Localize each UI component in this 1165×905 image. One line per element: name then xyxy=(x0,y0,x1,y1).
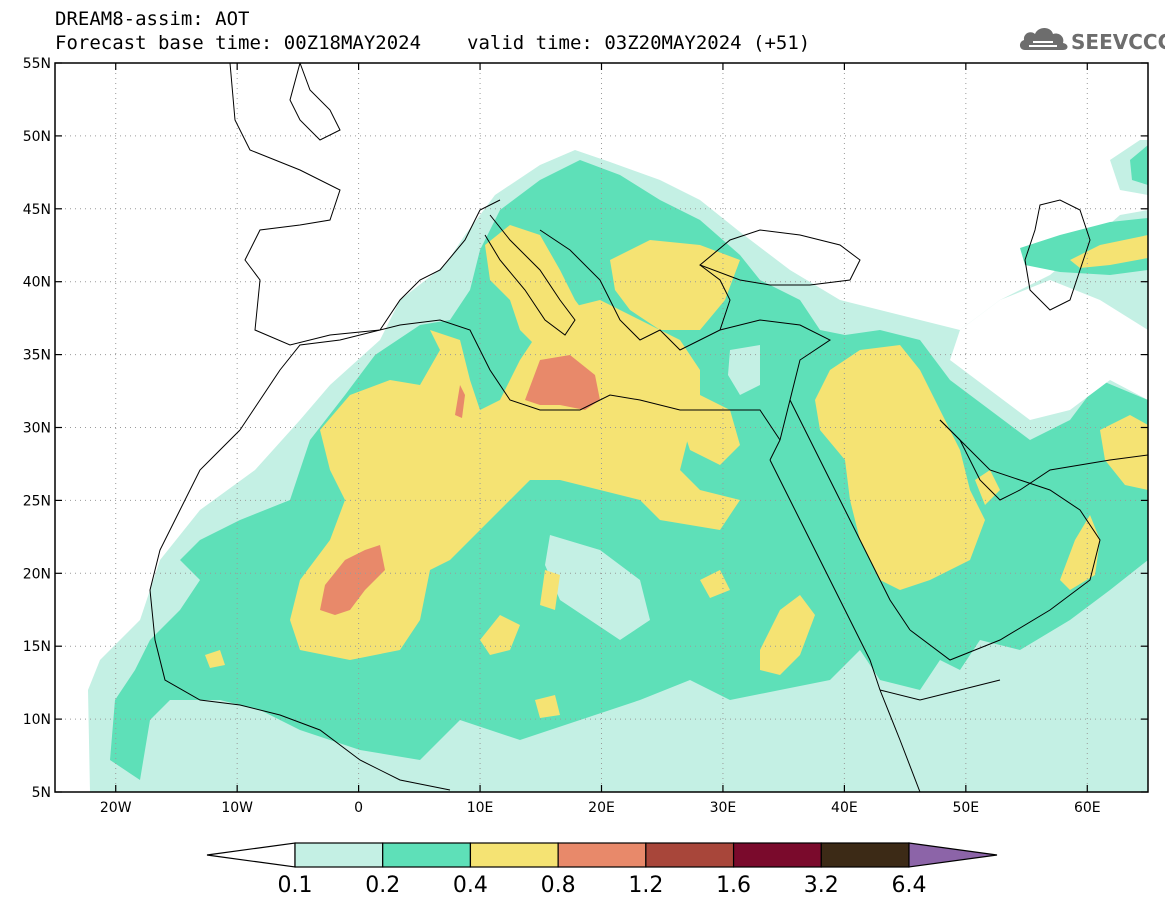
logo-text: SEEVCCC xyxy=(1071,30,1165,54)
coastline-horn-africa xyxy=(879,679,1001,792)
aot-hole-sahel xyxy=(545,535,650,640)
aot-band-0.4-chad xyxy=(480,615,520,655)
colorbar-level-label: 0.4 xyxy=(453,873,488,898)
aot-band-0.4-italy xyxy=(485,225,590,350)
colorbar-level-label: 6.4 xyxy=(892,873,927,898)
coastline-uk xyxy=(289,63,341,141)
coastline-black-sea xyxy=(699,229,861,286)
map-title: DREAM8-assim: AOT xyxy=(55,8,250,30)
coastline-europe-atlantic xyxy=(229,63,501,346)
aot-band-0.4-iran-south xyxy=(1100,415,1148,490)
aot-band-0.8-libya xyxy=(525,355,600,410)
aot-band-0.4-arabia xyxy=(815,345,985,590)
aot-colorbar: 0.1 0.2 0.4 0.8 1.2 1.6 3.2 6.4 xyxy=(206,842,998,898)
lat-tick-label: 20N xyxy=(23,566,51,582)
colorbar-level-label: 3.2 xyxy=(804,873,839,898)
lon-tick-label: 10W xyxy=(221,800,253,816)
aot-band-0.8-mali xyxy=(320,545,385,615)
colorbar-box xyxy=(557,842,647,868)
coastline-turkey-levant xyxy=(719,319,831,461)
aot-band-0.4-mali xyxy=(205,650,225,668)
colorbar-level-label: 0.1 xyxy=(278,873,313,898)
lon-tick-label: 40E xyxy=(831,800,858,816)
colorbar-level-label: 0.8 xyxy=(541,873,576,898)
lon-tick-label: 0 xyxy=(354,800,363,816)
aot-band-0.4-egypt xyxy=(540,570,560,610)
colorbar-box xyxy=(294,842,384,868)
lon-tick-label: 20E xyxy=(588,800,615,816)
lon-tick-label: 60E xyxy=(1074,800,1101,816)
graticule xyxy=(55,63,1148,792)
seevccc-logo: SEEVCCC xyxy=(1017,22,1165,58)
lon-tick-label: 50E xyxy=(952,800,979,816)
aot-hole-levant xyxy=(728,345,760,395)
lat-tick-label: 25N xyxy=(23,493,51,509)
cloud-icon xyxy=(1019,28,1068,50)
lat-tick-label: 55N xyxy=(23,56,51,72)
lat-tick-label: 50N xyxy=(23,129,51,145)
coastlines xyxy=(149,63,1148,792)
aot-band-0.2-north xyxy=(1130,145,1148,185)
coastline-balkans-greece xyxy=(539,229,731,351)
coastline-north-africa xyxy=(239,319,781,441)
coastline-caspian xyxy=(1024,199,1091,311)
colorbar-level-label: 0.2 xyxy=(365,873,400,898)
colorbar-high-triangle xyxy=(908,842,998,868)
aot-band-0.4-kufra xyxy=(700,570,730,598)
lon-tick-label: 10E xyxy=(467,800,494,816)
colorbar-box xyxy=(820,842,910,868)
aot-band-0.4-oman xyxy=(1060,515,1100,590)
aot-band-0.4-sahara xyxy=(290,300,740,660)
aot-band-0.4-caspian xyxy=(1070,235,1148,268)
lat-tick-label: 30N xyxy=(23,421,51,437)
map-subtitle: Forecast base time: 00Z18MAY2024 valid ti… xyxy=(55,32,810,54)
aot-hole-iran xyxy=(950,280,1148,420)
coastline-italy xyxy=(484,214,576,336)
aot-band-0.8-algeria xyxy=(455,385,465,418)
colorbar-box xyxy=(382,842,472,868)
coastline-persian-gulf xyxy=(939,419,1148,501)
lat-tick-label: 45N xyxy=(23,202,51,218)
valid-time: valid time: 03Z20MAY2024 (+51) xyxy=(467,32,811,54)
colorbar-level-label: 1.2 xyxy=(628,873,663,898)
lon-tick-label: 20W xyxy=(100,800,132,816)
lat-tick-label: 35N xyxy=(23,348,51,364)
colorbar-box xyxy=(469,842,559,868)
coastline-red-sea xyxy=(769,399,911,691)
colorbar-level-label: 1.6 xyxy=(716,873,751,898)
aot-band-0.4-niger xyxy=(535,695,560,718)
lat-tick-label: 10N xyxy=(23,712,51,728)
aot-band-0.4-balkans xyxy=(610,240,740,330)
colorbar-box xyxy=(645,842,735,868)
colorbar-box xyxy=(732,842,822,868)
lat-tick-label: 5N xyxy=(32,785,51,801)
aot-band-0.4-sudan xyxy=(760,595,815,675)
coastline-arabia xyxy=(909,419,1101,661)
base-time: Forecast base time: 00Z18MAY2024 xyxy=(55,32,422,54)
axis-labels: 20W 10W 0 10E 20E 30E 40E 50E 60E 5N 10N 15N 20N 25N 3… xyxy=(23,56,1148,816)
coastline-west-africa xyxy=(149,429,451,791)
aot-shading xyxy=(88,140,1148,792)
lon-tick-label: 30E xyxy=(710,800,737,816)
lat-tick-label: 15N xyxy=(23,639,51,655)
lat-tick-label: 40N xyxy=(23,275,51,291)
colorbar-low-triangle xyxy=(206,842,296,868)
